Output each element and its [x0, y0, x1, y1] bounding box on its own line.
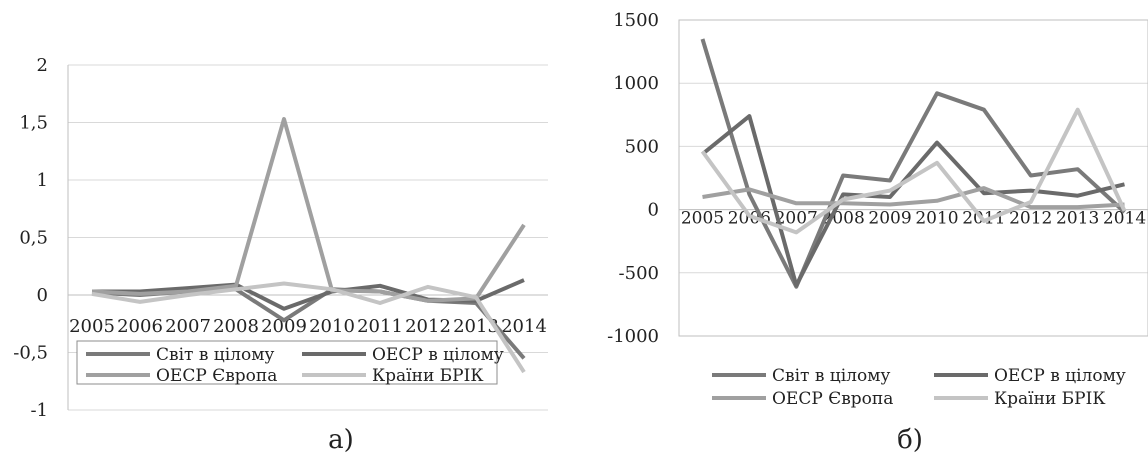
series-line-2	[701, 114, 1125, 288]
legend-label: Світ в цілому	[772, 366, 890, 386]
x-tick-label: 2014	[1103, 209, 1146, 229]
legend-label: Країни БРІК	[994, 389, 1105, 409]
series-line-4	[700, 107, 1127, 235]
plot-area-border	[678, 19, 1148, 337]
x-tick-label: 2008	[213, 316, 259, 337]
x-tick-label: 2006	[117, 316, 163, 337]
x-tick-label: 2005	[69, 316, 115, 337]
legend-label: ОЕСР в цілому	[994, 366, 1126, 386]
y-tick-label: 1500	[613, 10, 659, 31]
x-tick-label: 2009	[868, 209, 911, 229]
x-tick-label: 2014	[501, 316, 547, 337]
series-line-3	[91, 117, 526, 303]
y-tick-label: -1000	[607, 326, 659, 347]
x-tick-label: 2007	[165, 316, 211, 337]
y-tick-label: 500	[625, 136, 659, 157]
y-tick-label: -500	[619, 263, 659, 284]
x-tick-label: 2013	[453, 316, 499, 337]
legend-label: Світ в цілому	[156, 345, 274, 365]
legend-label: ОЕСР в цілому	[372, 345, 504, 365]
x-tick-label: 2012	[1009, 209, 1052, 229]
y-tick-label: -1	[30, 400, 48, 421]
x-tick-label: 2010	[309, 316, 355, 337]
x-tick-label: 2005	[681, 209, 724, 229]
y-tick-label: 0,5	[19, 228, 48, 249]
y-tick-label: 1	[37, 170, 48, 191]
y-tick-label: 1,5	[19, 113, 48, 134]
caption-a: а)	[328, 425, 354, 455]
y-tick-label: 0	[37, 285, 48, 306]
y-tick-label: 0	[648, 200, 659, 221]
y-tick-label: -0,5	[13, 343, 48, 364]
x-tick-label: 2012	[405, 316, 451, 337]
chart-a: -1 -0,5 0 0,5 1 1,5 2 2005 2006 2007 2008 2009 2010…	[13, 55, 548, 455]
x-tick-label: 2011	[357, 316, 403, 337]
series-line-3	[702, 186, 1125, 210]
legend-label: Країни БРІК	[372, 366, 483, 386]
x-tick-label: 2009	[261, 316, 307, 337]
legend-label: ОЕСР Європа	[156, 366, 277, 386]
series-line-4	[91, 281, 526, 374]
x-tick-label: 2013	[1056, 209, 1099, 229]
caption-b: б)	[897, 425, 923, 455]
y-tick-label: 1000	[613, 73, 659, 94]
y-tick-label: 2	[37, 55, 48, 76]
series-line-1	[700, 38, 1126, 289]
x-tick-label: 2010	[915, 209, 958, 229]
legend-label: ОЕСР Європа	[772, 389, 893, 409]
